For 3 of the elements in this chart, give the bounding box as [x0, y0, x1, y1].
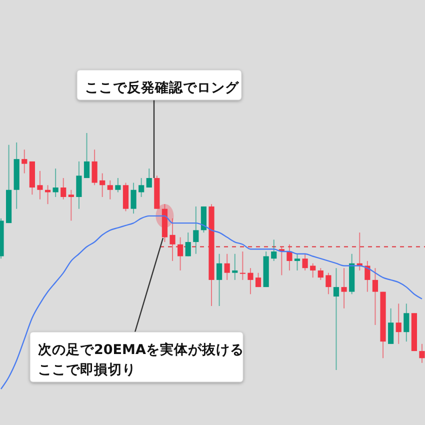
- annotation: 次の足で20EMAを実体が抜ける: [38, 341, 244, 358]
- text: ここで反発確認でロング: [85, 79, 240, 96]
- annotation: ここで即損切り: [38, 362, 136, 378]
